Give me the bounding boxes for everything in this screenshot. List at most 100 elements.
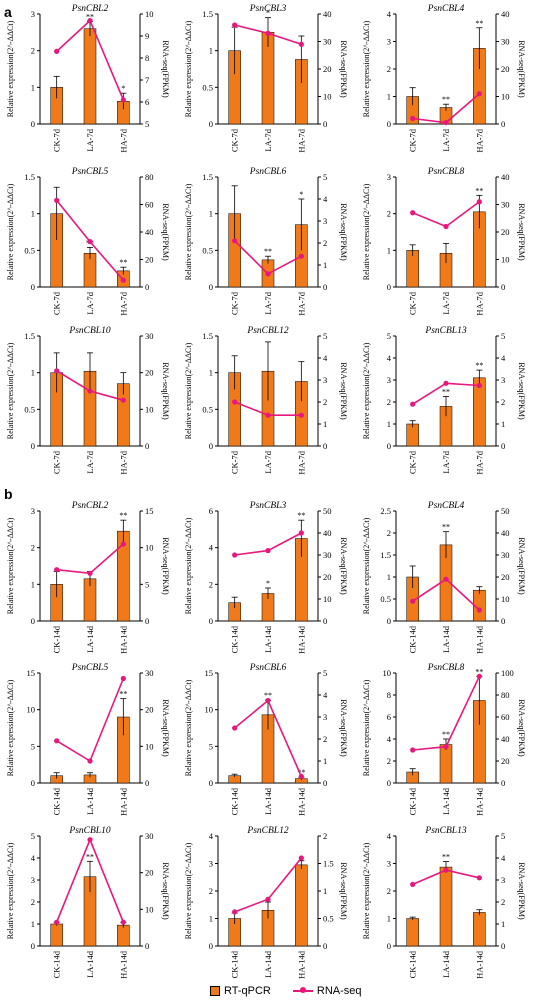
y-tick-label-left-b-psncbl4-0: 0 [387, 616, 391, 626]
x-tick-label-b-psncbl13-1: LA-14d [441, 950, 451, 978]
y-axis-label-left-a-psncbl6: Relative expression(2^-ΔΔCt) [184, 183, 193, 280]
x-tick-label-b-psncbl4-1: LA-14d [441, 625, 451, 653]
x-tick-label-b-psncbl8-0: CK-14d [408, 787, 418, 815]
rnaseq-line-b-psncbl5 [56, 678, 125, 763]
y-tick-label-right-b-psncbl10-1: 10 [145, 904, 154, 914]
y-tick-label-left-b-psncbl10-4: 4 [31, 853, 36, 863]
y-tick-label-right-b-psncbl6-3: 3 [323, 712, 327, 722]
y-tick-label-right-b-psncbl13-5: 5 [501, 831, 505, 841]
x-tick-label-a-psncbl8-2: HA-7d [474, 291, 484, 315]
x-tick-label-a-psncbl13-1: LA-7d [441, 450, 451, 473]
x-tick-label-b-psncbl12-0: CK-14d [230, 950, 240, 978]
y-tick-label-left-a-psncbl13-4: 4 [387, 353, 392, 363]
rnaseq-point-b-psncbl10-2 [120, 919, 126, 925]
y-tick-label-right-a-psncbl2-5: 10 [145, 9, 154, 19]
x-tick-label-a-psncbl6-2: HA-7d [296, 291, 306, 315]
rnaseq-point-a-psncbl3-1 [265, 30, 271, 36]
y-axis-label-left-a-psncbl5: Relative expression(2^-ΔΔCt) [6, 183, 15, 280]
chart-title-a-psncbl3: PsnCBL3 [249, 4, 287, 14]
y-tick-label-left-a-psncbl13-3: 3 [387, 375, 391, 385]
x-tick-label-b-psncbl10-1: LA-14d [85, 950, 95, 978]
y-tick-label-right-b-psncbl2-0: 0 [145, 616, 149, 626]
y-axis-label-right-b-psncbl13: RNA-seq(FPKM) [517, 862, 526, 920]
rnaseq-point-b-psncbl6-0 [232, 725, 238, 731]
y-tick-label-right-a-psncbl6-0: 0 [323, 282, 327, 292]
chart-title-b-psncbl2: PsnCBL2 [71, 501, 109, 511]
x-tick-label-a-psncbl12-1: LA-7d [263, 450, 273, 473]
y-tick-label-right-a-psncbl2-0: 5 [145, 119, 149, 129]
y-tick-label-right-a-psncbl6-3: 3 [323, 216, 327, 226]
y-axis-label-left-b-psncbl5: Relative expression(2^-ΔΔCt) [6, 679, 15, 776]
x-tick-label-a-psncbl4-0: CK-7d [408, 128, 418, 152]
rnaseq-point-b-psncbl4-1 [443, 576, 449, 582]
significance-b-psncbl3-2: ** [297, 511, 305, 520]
y-tick-label-left-a-psncbl8-3: 3 [387, 172, 391, 182]
y-tick-label-left-b-psncbl8-4: 8 [387, 690, 391, 700]
y-tick-label-right-a-psncbl12-3: 3 [323, 375, 327, 385]
y-tick-label-left-b-psncbl3-3: 6 [209, 506, 213, 516]
y-axis-label-left-b-psncbl2: Relative expression(2^-ΔΔCt) [6, 517, 15, 614]
y-tick-label-right-b-psncbl5-2: 20 [145, 705, 154, 715]
rnaseq-point-b-psncbl2-1 [87, 570, 93, 576]
rnaseq-point-a-psncbl2-2 [120, 97, 126, 103]
y-tick-label-right-b-psncbl10-2: 20 [145, 868, 154, 878]
y-tick-label-right-b-psncbl3-4: 40 [323, 528, 332, 538]
y-tick-label-left-b-psncbl13-3: 3 [387, 859, 391, 869]
y-tick-label-right-a-psncbl8-2: 20 [501, 227, 510, 237]
y-axis-label-left-a-psncbl4: Relative expression(2^-ΔΔCt) [362, 20, 371, 117]
x-tick-label-a-psncbl6-1: LA-7d [263, 291, 273, 314]
y-tick-label-left-a-psncbl6-2: 1 [209, 209, 213, 219]
rnaseq-point-b-psncbl6-2 [298, 773, 304, 780]
significance-a-psncbl6-2: * [299, 190, 303, 199]
y-tick-label-right-a-psncbl2-1: 6 [145, 97, 149, 107]
y-tick-label-right-a-psncbl5-3: 60 [145, 200, 154, 210]
y-tick-label-left-a-psncbl3-2: 1 [209, 46, 213, 56]
y-tick-label-left-b-psncbl10-3: 3 [31, 875, 35, 885]
y-tick-label-right-b-psncbl3-2: 20 [323, 572, 332, 582]
x-tick-label-a-psncbl3-2: HA-7d [296, 128, 306, 152]
y-tick-label-left-a-psncbl4-4: 4 [387, 9, 392, 19]
y-tick-label-right-a-psncbl4-0: 0 [501, 119, 505, 129]
x-tick-label-a-psncbl2-0: CK-7d [52, 128, 62, 152]
y-axis-label-left-b-psncbl13: Relative expression(2^-ΔΔCt) [362, 842, 371, 939]
y-tick-label-left-b-psncbl13-1: 1 [387, 914, 391, 924]
x-tick-label-b-psncbl2-0: CK-14d [52, 625, 62, 653]
y-tick-label-right-b-psncbl2-2: 10 [145, 543, 154, 553]
y-tick-label-right-a-psncbl3-0: 0 [323, 119, 327, 129]
y-tick-label-left-a-psncbl13-1: 1 [387, 419, 391, 429]
rnaseq-point-a-psncbl13-2 [476, 382, 482, 389]
y-tick-label-right-a-psncbl2-3: 8 [145, 53, 149, 63]
rnaseq-point-b-psncbl3-2 [298, 530, 304, 536]
y-tick-label-left-b-psncbl12-0: 0 [209, 941, 213, 951]
y-tick-label-right-b-psncbl8-3: 60 [501, 712, 510, 722]
chart-title-b-psncbl6: PsnCBL6 [249, 663, 287, 673]
y-tick-label-right-a-psncbl5-4: 80 [145, 172, 154, 182]
y-tick-label-right-b-psncbl10-3: 30 [145, 831, 154, 841]
y-axis-label-right-a-psncbl10: RNA-seq(FPKM) [161, 362, 170, 420]
y-tick-label-left-a-psncbl8-1: 1 [387, 245, 391, 255]
y-axis-label-right-b-psncbl5: RNA-seq(FPKM) [161, 699, 170, 757]
bar-b-psncbl13-2 [473, 912, 486, 947]
x-tick-label-a-psncbl10-1: LA-7d [85, 450, 95, 473]
y-tick-label-left-a-psncbl3-3: 1.5 [202, 9, 213, 19]
x-tick-label-b-psncbl5-1: LA-14d [85, 787, 95, 815]
y-axis-label-right-a-psncbl3: RNA-seq(FPKM) [339, 40, 348, 98]
x-tick-label-b-psncbl6-2: HA-14d [296, 787, 306, 816]
legend-line-label: RNA-seq [316, 985, 362, 997]
panel-label-b: b [4, 486, 13, 502]
rnaseq-point-a-psncbl4-2 [476, 91, 482, 97]
y-tick-label-right-a-psncbl6-4: 4 [323, 194, 328, 204]
y-axis-label-right-b-psncbl3: RNA-seq(FPKM) [339, 537, 348, 595]
x-tick-label-b-psncbl6-1: LA-14d [263, 787, 273, 815]
y-axis-label-left-a-psncbl2: Relative expression(2^-ΔΔCt) [6, 20, 15, 117]
x-tick-label-a-psncbl12-0: CK-7d [230, 450, 240, 474]
chart-title-b-psncbl8: PsnCBL8 [427, 663, 465, 673]
rnaseq-point-a-psncbl6-0 [232, 238, 238, 244]
y-tick-label-left-b-psncbl5-3: 15 [27, 668, 36, 678]
y-tick-label-left-a-psncbl10-2: 1 [31, 368, 35, 378]
chart-title-a-psncbl10: PsnCBL10 [68, 326, 110, 336]
y-tick-label-left-a-psncbl5-0: 0 [31, 282, 35, 292]
y-tick-label-right-b-psncbl8-1: 20 [501, 756, 510, 766]
rnaseq-point-a-psncbl12-0 [232, 399, 238, 405]
